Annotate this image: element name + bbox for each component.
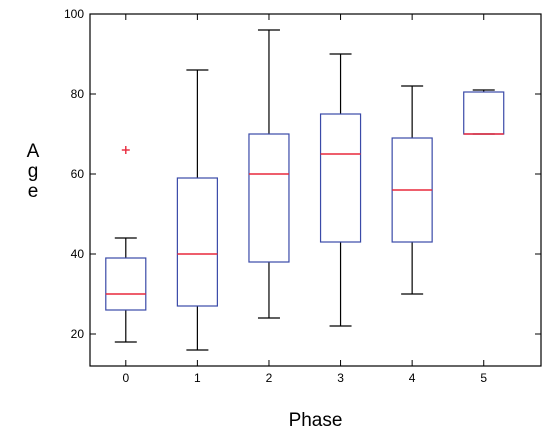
y-tick-label: 40 <box>71 247 85 261</box>
box-0 <box>105 146 147 343</box>
y-tick-label: 100 <box>64 7 84 21</box>
box-5 <box>463 89 505 135</box>
box-1 <box>176 69 218 351</box>
y-tick-label: 60 <box>71 167 85 181</box>
box-series <box>105 29 505 351</box>
y-axis-title: Age <box>27 141 40 202</box>
y-tick-label: 20 <box>71 327 85 341</box>
x-tick-label: 4 <box>409 371 416 385</box>
box-3 <box>319 53 362 327</box>
y-axis-title-letter: A <box>27 141 40 162</box>
box-iqr <box>248 133 290 263</box>
box-4 <box>391 85 433 295</box>
y-axis-title-letter: e <box>28 181 39 202</box>
x-axis: 0 1 2 3 4 5 <box>122 14 487 385</box>
box-iqr <box>176 177 218 307</box>
x-tick-label: 0 <box>122 371 129 385</box>
plot-area <box>89 13 542 367</box>
y-axis: 20 40 60 80 100 <box>64 7 541 341</box>
y-axis-title-letter: g <box>28 161 39 182</box>
x-tick-label: 3 <box>337 371 344 385</box>
x-tick-label: 5 <box>480 371 487 385</box>
y-tick-label: 80 <box>71 87 85 101</box>
x-tick-label: 2 <box>266 371 273 385</box>
x-tick-label: 1 <box>194 371 201 385</box>
box-2 <box>248 29 290 319</box>
box-iqr <box>319 113 362 243</box>
box-iqr <box>105 257 147 311</box>
box-iqr <box>463 91 505 135</box>
x-axis-title: Phase <box>289 410 343 431</box>
